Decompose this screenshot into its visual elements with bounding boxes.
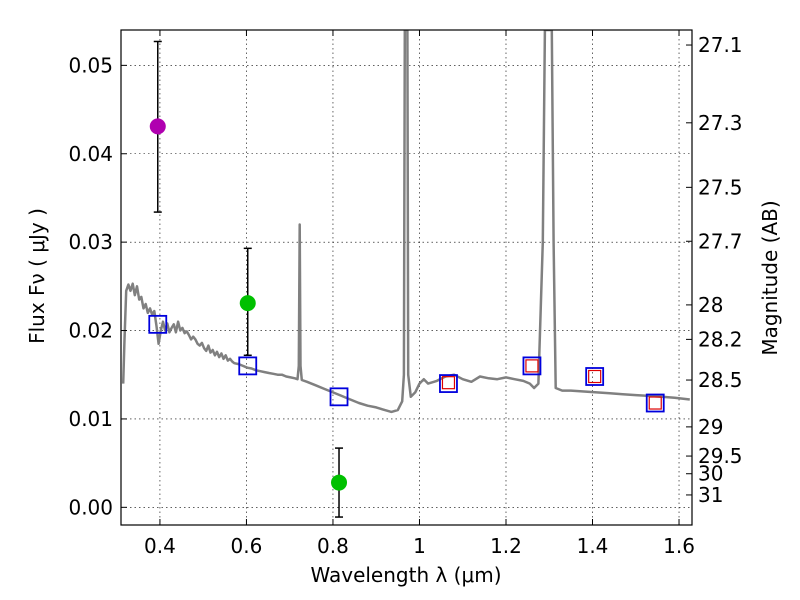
ir-square — [525, 359, 539, 373]
y-right-tick-label: 30 — [698, 462, 723, 486]
y-right-tick-label: 31 — [698, 483, 723, 507]
x-tick-label: 0.8 — [317, 534, 349, 558]
ir-square — [648, 396, 662, 410]
y-right-tick-label: 27.1 — [698, 33, 743, 57]
model-square — [439, 374, 458, 393]
model-square — [148, 314, 168, 334]
y-right-tick-label: 27.7 — [698, 229, 743, 253]
y-tick-label: 0.01 — [68, 407, 113, 431]
flux-point — [331, 474, 348, 491]
model-square — [522, 356, 542, 376]
model-square — [645, 393, 665, 413]
ir-square — [441, 376, 456, 390]
axes-frame — [120, 29, 693, 526]
y-right-tick-label: 29 — [698, 415, 723, 439]
x-tick-label: 0.6 — [231, 534, 263, 558]
y-right-tick-label: 27.3 — [698, 111, 743, 135]
x-tick-label: 1.6 — [663, 534, 695, 558]
y-tick-label: 0.05 — [68, 53, 113, 77]
x-axis-label: Wavelength λ (μm) — [310, 563, 501, 587]
model-square — [238, 356, 258, 376]
data-markers — [148, 118, 665, 491]
model-square — [585, 367, 605, 386]
y-axis-label: Flux Fν ( μJy ) — [25, 208, 49, 344]
y-right-tick-label: 28.5 — [698, 368, 743, 392]
y-axis-right-label: Magnitude (AB) — [758, 200, 782, 355]
x-tick-label: 1.4 — [577, 534, 609, 558]
ir-square — [588, 369, 602, 384]
y-right-tick-label: 27.5 — [698, 175, 743, 199]
y-right-tick-label: 29.5 — [698, 444, 743, 468]
model-square — [329, 387, 349, 407]
y-tick-label: 0.02 — [68, 319, 113, 343]
grid — [121, 30, 692, 525]
x-tick-label: 1.2 — [490, 534, 522, 558]
y-right-tick-label: 28.2 — [698, 327, 743, 351]
x-tick-label: 1 — [413, 534, 426, 558]
y-tick-label: 0.04 — [68, 142, 113, 166]
flux-point — [239, 295, 256, 312]
x-tick-label: 0.4 — [144, 534, 176, 558]
y-tick-label: 0.00 — [68, 495, 113, 519]
axis-ticks: 0.4 0.6 0.8 1 1.2 1.4 1.6 0.00 0.01 0.02 0.03 0.04 0… — [68, 30, 743, 558]
y-tick-label: 0.03 — [68, 230, 113, 254]
flux-point — [149, 118, 166, 135]
y-right-tick-label: 28 — [698, 293, 723, 317]
